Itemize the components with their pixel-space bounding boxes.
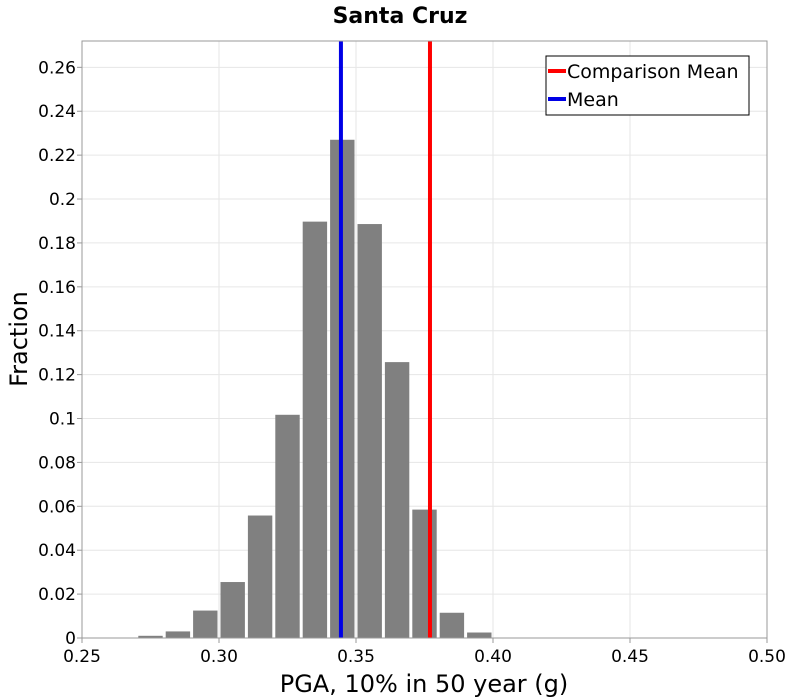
legend: Comparison Mean Mean bbox=[545, 55, 750, 116]
histogram-bar bbox=[439, 612, 465, 638]
x-tick-label: 0.30 bbox=[200, 647, 238, 667]
histogram-bar bbox=[138, 635, 163, 638]
x-tick-label: 0.40 bbox=[474, 647, 512, 667]
y-axis-title: Fraction bbox=[5, 291, 33, 387]
x-tick-label: 0.45 bbox=[611, 647, 649, 667]
x-tick-label: 0.35 bbox=[337, 647, 375, 667]
histogram-bar bbox=[384, 362, 410, 638]
histogram-bar bbox=[412, 509, 437, 638]
x-axis-ticks: 0.25 0.30 0.35 0.40 0.45 0.50 bbox=[63, 638, 786, 667]
histogram-bar bbox=[165, 631, 191, 638]
histogram-bar bbox=[193, 610, 218, 638]
y-tick-label: 0.16 bbox=[38, 278, 76, 298]
legend-label-mean: Mean bbox=[567, 89, 619, 111]
histogram-bar bbox=[467, 632, 492, 638]
y-tick-label: 0.22 bbox=[38, 146, 76, 166]
legend-box bbox=[545, 55, 750, 116]
chart-title: Santa Cruz bbox=[333, 4, 468, 29]
y-tick-label: 0.26 bbox=[38, 58, 76, 78]
y-axis-ticks: 0 0.02 0.04 0.06 0.08 0.1 0.12 0.14 0.16 0.18 0.2 0… bbox=[38, 58, 82, 649]
y-tick-label: 0.2 bbox=[49, 190, 76, 210]
mean-lines bbox=[338, 41, 432, 638]
x-tick-label: 0.25 bbox=[63, 647, 101, 667]
y-tick-label: 0.08 bbox=[38, 453, 76, 473]
y-tick-label: 0.18 bbox=[38, 234, 76, 254]
y-tick-label: 0.12 bbox=[38, 366, 76, 386]
y-tick-label: 0.02 bbox=[38, 585, 76, 605]
y-tick-label: 0.1 bbox=[49, 410, 76, 430]
plot-frame bbox=[81, 40, 768, 639]
bars bbox=[138, 139, 492, 639]
histogram-bar bbox=[220, 582, 245, 638]
histogram-bar bbox=[247, 515, 273, 638]
histogram-bar bbox=[275, 414, 300, 638]
legend-label-comparison-mean: Comparison Mean bbox=[567, 61, 739, 83]
y-tick-label: 0.14 bbox=[38, 322, 76, 342]
y-tick-label: 0 bbox=[65, 629, 76, 649]
y-tick-label: 0.24 bbox=[38, 102, 76, 122]
y-tick-label: 0.04 bbox=[38, 541, 76, 561]
y-tick-label: 0.06 bbox=[38, 497, 76, 517]
x-axis-title: PGA, 10% in 50 year (g) bbox=[280, 670, 569, 698]
histogram-bar bbox=[302, 221, 328, 638]
x-tick-label: 0.50 bbox=[748, 647, 786, 667]
histogram-bar bbox=[357, 224, 382, 639]
